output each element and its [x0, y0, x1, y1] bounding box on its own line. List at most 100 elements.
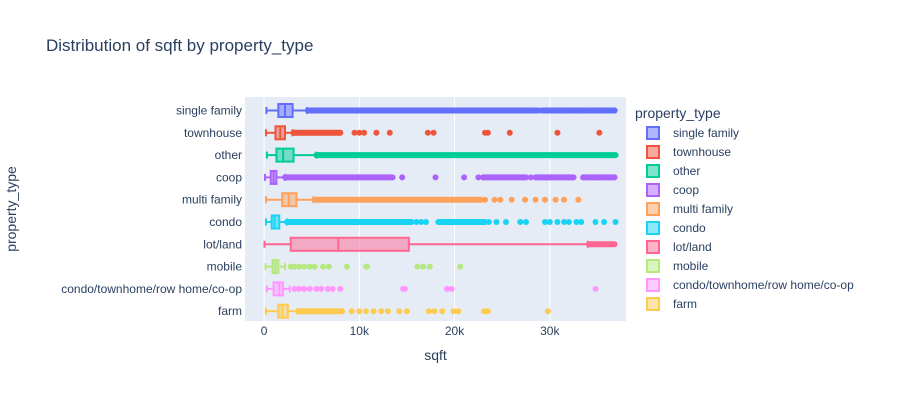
- outlier-point: [461, 174, 468, 181]
- legend-label: coop: [673, 183, 699, 197]
- legend: property_type single family townhouse othe…: [635, 105, 854, 311]
- outlier-point: [611, 107, 618, 114]
- outlier-point: [291, 285, 298, 292]
- outlier-point: [546, 107, 553, 114]
- outlier-point: [306, 263, 313, 270]
- x-axis-title: sqft: [424, 347, 447, 363]
- outlier-point: [301, 263, 308, 270]
- outlier-point: [527, 174, 534, 181]
- outlier-point: [448, 219, 455, 225]
- x-tick-label: 0: [261, 324, 268, 338]
- outlier-point: [544, 308, 551, 315]
- outlier-point: [351, 129, 358, 136]
- box-mobile: [264, 259, 464, 275]
- outlier-point: [554, 129, 561, 136]
- outlier-point: [425, 308, 432, 315]
- y-tick-label: multi family: [182, 193, 242, 207]
- outlier-point: [475, 174, 482, 181]
- box-lot-land: [263, 236, 618, 252]
- legend-item: townhouse: [646, 145, 731, 159]
- outlier-point: [522, 219, 529, 225]
- outlier-point: [363, 263, 370, 270]
- outlier-point: [435, 219, 442, 225]
- legend-item: mobile: [646, 259, 709, 273]
- outlier-point: [320, 263, 327, 270]
- outlier-point: [413, 219, 420, 225]
- outlier-point: [403, 308, 410, 315]
- outlier-point: [592, 219, 599, 225]
- outlier-point: [561, 196, 568, 203]
- outlier-point: [356, 129, 363, 136]
- legend-label: townhouse: [673, 145, 731, 159]
- legend-item: lot/land: [646, 240, 712, 254]
- outlier-point: [324, 285, 331, 292]
- legend-label: other: [673, 164, 700, 178]
- outlier-point: [448, 285, 455, 292]
- legend-swatch: [646, 297, 660, 311]
- outlier-point: [362, 308, 369, 315]
- box-farm: [264, 303, 551, 319]
- outlier-point: [432, 174, 439, 181]
- outlier-point: [552, 196, 559, 203]
- outlier-point: [457, 219, 464, 225]
- legend-item: single family: [646, 126, 739, 140]
- legend-label: condo: [673, 221, 706, 235]
- y-tick-label: mobile: [207, 260, 243, 274]
- x-tick-label: 30k: [540, 324, 560, 338]
- outlier-point: [356, 308, 363, 315]
- outlier-point: [570, 107, 577, 114]
- outlier-point: [420, 263, 427, 270]
- outlier-point: [546, 219, 553, 225]
- outlier-point: [399, 174, 406, 181]
- outlier-point: [455, 308, 462, 315]
- outlier-point: [561, 174, 568, 181]
- outlier-point: [414, 263, 421, 270]
- legend-item: condo/townhome/row home/co-op: [646, 278, 854, 292]
- outlier-point: [442, 219, 449, 225]
- outlier-point: [329, 285, 336, 292]
- outlier-point: [311, 263, 318, 270]
- outlier-point: [565, 219, 572, 225]
- outlier-point: [603, 174, 610, 181]
- outlier-point: [384, 308, 391, 315]
- outlier-point: [301, 285, 308, 292]
- outlier-point: [592, 285, 599, 292]
- outlier-point: [402, 285, 409, 292]
- outlier-point: [470, 219, 477, 225]
- y-tick-label: single family: [176, 104, 242, 118]
- chart-marks: [263, 103, 619, 319]
- outlier-point: [337, 129, 344, 136]
- outlier-point: [594, 174, 601, 181]
- outlier-point: [426, 263, 433, 270]
- x-axis-ticks: 0 10k 20k 30k: [261, 324, 561, 338]
- x-tick-label: 10k: [350, 324, 370, 338]
- outlier-point: [337, 285, 344, 292]
- outlier-point: [522, 196, 529, 203]
- legend-label: multi family: [673, 202, 733, 216]
- outlier-point: [605, 107, 612, 114]
- outlier-point: [424, 129, 431, 136]
- outlier-point: [484, 129, 491, 136]
- legend-label: condo/townhome/row home/co-op: [673, 278, 854, 292]
- y-tick-label: condo/townhome/row home/co-op: [61, 282, 242, 296]
- outlier-point: [439, 308, 446, 315]
- outlier-point: [457, 263, 464, 270]
- outlier-point: [306, 285, 313, 292]
- box-iqr: [275, 147, 295, 163]
- outlier-point: [589, 174, 596, 181]
- legend-item: other: [646, 164, 700, 178]
- outlier-point: [348, 308, 355, 315]
- legend-swatch: [646, 278, 660, 292]
- legend-item: multi family: [646, 202, 733, 216]
- y-tick-label: farm: [218, 304, 242, 318]
- y-tick-label: townhouse: [184, 126, 242, 140]
- y-tick-label: lot/land: [203, 237, 242, 251]
- outlier-point: [506, 129, 513, 136]
- box-other: [265, 147, 619, 163]
- outlier-point: [422, 219, 429, 225]
- outlier-point: [296, 263, 303, 270]
- outlier-point: [386, 129, 393, 136]
- outlier-point: [508, 174, 515, 181]
- outlier-point: [378, 308, 385, 315]
